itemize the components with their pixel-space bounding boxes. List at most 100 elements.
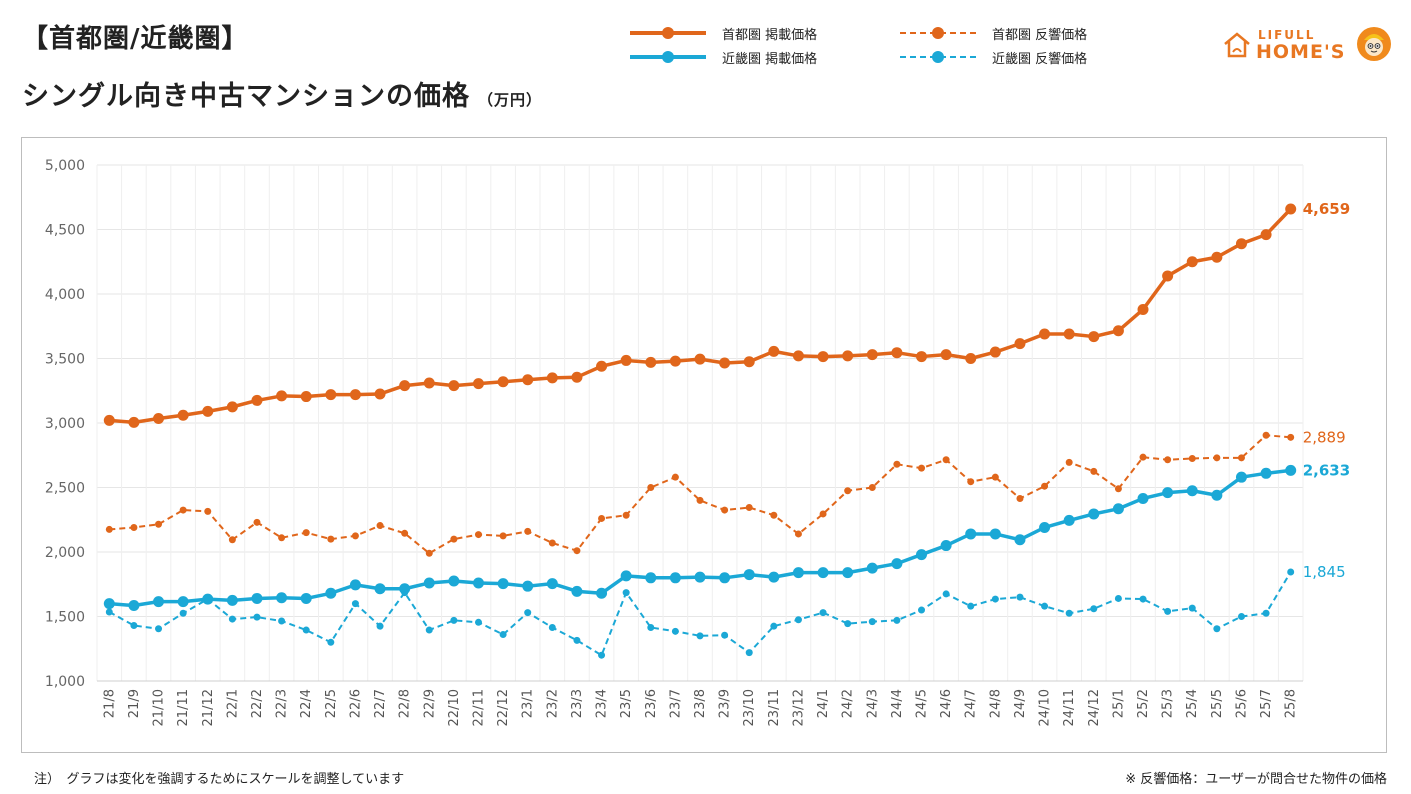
series-line: [109, 468, 1291, 608]
x-tick-label: 23/4: [595, 689, 610, 718]
legend-label: 近畿圏 反響価格: [992, 51, 1088, 67]
x-tick-label: 24/1: [816, 689, 831, 718]
x-tick-label: 24/5: [915, 689, 930, 718]
data-point: [548, 539, 556, 547]
x-tick-label: 22/4: [299, 689, 314, 718]
data-point: [300, 592, 312, 604]
x-tick-label: 24/2: [841, 689, 856, 718]
legend-label: 近畿圏 掲載価格: [722, 51, 818, 67]
legend-item-shutoken-response: 首都圏 反響価格: [898, 22, 1087, 44]
data-point: [105, 525, 113, 533]
data-point: [228, 615, 236, 623]
data-point: [721, 506, 729, 514]
data-point: [745, 503, 753, 511]
data-point: [598, 514, 606, 522]
chart-title-region: 【首都圏/近畿圏】: [22, 24, 249, 54]
data-point: [278, 617, 286, 625]
data-point: [918, 606, 926, 614]
data-point: [1063, 328, 1075, 340]
data-point: [425, 626, 433, 634]
data-point: [991, 595, 999, 603]
data-point: [868, 484, 876, 491]
data-point: [596, 360, 608, 372]
data-point: [1186, 256, 1198, 268]
data-point: [745, 649, 753, 657]
y-tick-label: 5,000: [45, 158, 85, 174]
data-point: [645, 572, 657, 584]
data-point: [940, 540, 952, 552]
data-point: [794, 616, 802, 624]
data-point: [1188, 604, 1196, 612]
data-point: [474, 618, 482, 626]
data-point: [1162, 487, 1174, 499]
y-tick-label: 2,500: [45, 481, 85, 497]
x-tick-label: 23/3: [570, 689, 585, 718]
data-point: [325, 587, 337, 599]
data-point: [1285, 203, 1297, 215]
data-point: [967, 602, 975, 610]
data-point: [942, 590, 950, 598]
data-point: [1285, 464, 1297, 476]
x-tick-label: 23/1: [521, 689, 536, 718]
x-tick-label: 22/5: [324, 689, 339, 718]
data-point: [548, 623, 556, 631]
data-point: [1016, 494, 1024, 502]
data-point: [743, 569, 755, 581]
data-point: [226, 594, 238, 606]
data-point: [103, 598, 115, 610]
data-point: [472, 577, 484, 589]
data-point: [448, 575, 460, 587]
x-tick-label: 25/1: [1111, 689, 1126, 718]
x-tick-label: 22/8: [398, 689, 413, 718]
data-point: [376, 522, 384, 530]
x-tick-label: 22/6: [348, 689, 363, 718]
data-point: [1065, 609, 1073, 617]
data-point: [401, 529, 409, 537]
data-point: [179, 609, 187, 617]
data-point: [844, 487, 852, 495]
data-point: [1137, 303, 1149, 315]
data-point: [425, 549, 433, 557]
legend-label: 首都圏 掲載価格: [722, 27, 818, 43]
data-point: [1262, 609, 1270, 617]
data-point: [253, 613, 261, 621]
x-tick-label: 24/6: [939, 689, 954, 718]
data-point: [596, 587, 608, 599]
x-tick-label: 23/7: [668, 689, 683, 718]
data-point: [1237, 454, 1245, 462]
x-tick-label: 22/9: [422, 689, 437, 718]
chart-title: シングル向き中古マンションの価格 （万円）: [22, 74, 542, 113]
data-point: [1090, 467, 1098, 475]
data-point: [1065, 458, 1073, 466]
legend: 首都圏 掲載価格 近畿圏 掲載価格 首都圏 反響価格 近畿圏 反響価格: [628, 22, 1148, 72]
y-tick-label: 1,500: [45, 610, 85, 626]
end-value-label: 2,633: [1303, 461, 1350, 479]
x-tick-label: 23/10: [742, 689, 757, 726]
x-tick-label: 21/9: [127, 689, 142, 718]
x-tick-label: 22/1: [225, 689, 240, 718]
mascot-icon: [1357, 27, 1391, 61]
data-point: [327, 638, 335, 646]
x-tick-label: 24/7: [964, 689, 979, 718]
data-point: [1139, 453, 1147, 461]
data-point: [130, 622, 138, 630]
data-point: [546, 578, 558, 590]
end-value-label: 2,889: [1303, 428, 1346, 446]
y-tick-label: 4,500: [45, 223, 85, 239]
data-point: [794, 530, 802, 538]
legend-line-dashed-orange: [900, 27, 976, 39]
chart-unit: （万円）: [478, 91, 543, 109]
data-point: [327, 535, 335, 543]
data-point: [1287, 568, 1295, 576]
data-point: [866, 562, 878, 574]
legend-line-dashed-blue: [900, 51, 976, 63]
data-point: [768, 571, 780, 583]
data-point: [571, 371, 583, 383]
data-point: [1041, 602, 1049, 610]
x-tick-label: 22/10: [447, 689, 462, 726]
data-point: [770, 511, 778, 519]
data-point: [202, 405, 214, 417]
data-point: [671, 627, 679, 635]
data-point: [351, 600, 359, 608]
data-point: [450, 616, 458, 624]
